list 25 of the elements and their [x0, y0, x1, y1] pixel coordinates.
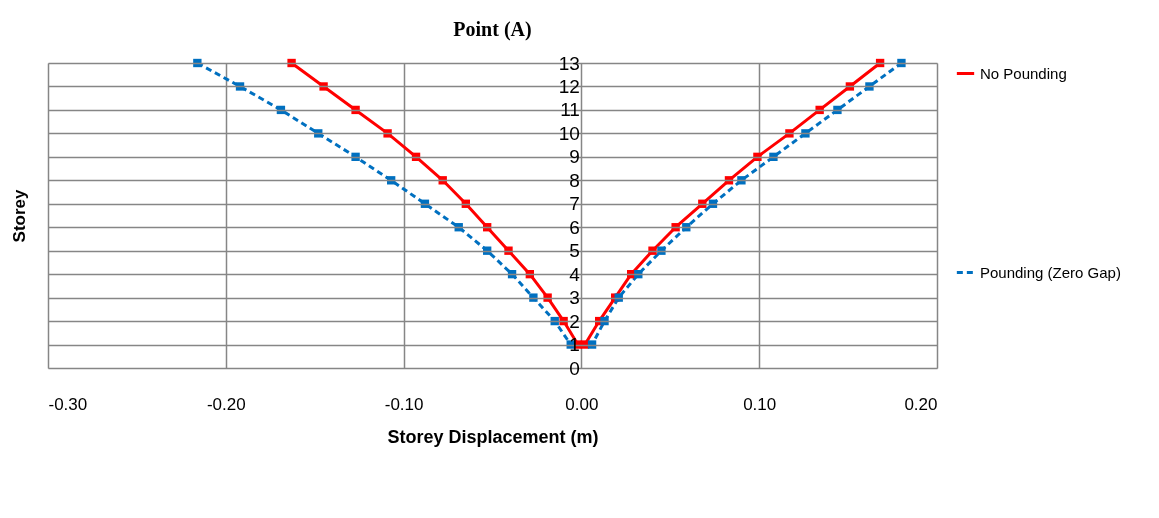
x-axis-title: Storey Displacement (m) [387, 426, 599, 447]
y-tick-label: 8 [569, 169, 580, 191]
y-tick-label: 1 [569, 334, 580, 356]
y-tick-label: 9 [569, 146, 580, 168]
y-tick-label: 4 [569, 263, 581, 285]
y-tick-label: 10 [558, 122, 580, 144]
y-tick-label: 3 [569, 287, 580, 309]
y-axis-title: Storey [9, 189, 29, 243]
chart-title: Point (A) [453, 18, 532, 41]
y-tick-label: 11 [560, 99, 580, 121]
legend-label: No Pounding [980, 64, 1067, 82]
y-tick-label: 12 [558, 75, 580, 97]
y-tick-label: 2 [569, 310, 580, 332]
y-tick-label: 6 [569, 216, 580, 238]
y-tick-label: 0 [569, 357, 580, 379]
x-tick-label: 0.00 [565, 394, 599, 414]
x-tick-label: 0.10 [743, 394, 777, 414]
legend-label: Pounding (Zero Gap) [980, 263, 1121, 281]
x-tick-label: -0.30 [48, 394, 88, 414]
y-tick-label: 13 [558, 52, 580, 74]
y-tick-label: 7 [569, 193, 580, 215]
x-tick-label: -0.20 [206, 394, 246, 414]
y-tick-label: 5 [569, 240, 580, 262]
x-tick-label: 0.20 [904, 394, 938, 414]
x-tick-label: -0.10 [384, 394, 424, 414]
